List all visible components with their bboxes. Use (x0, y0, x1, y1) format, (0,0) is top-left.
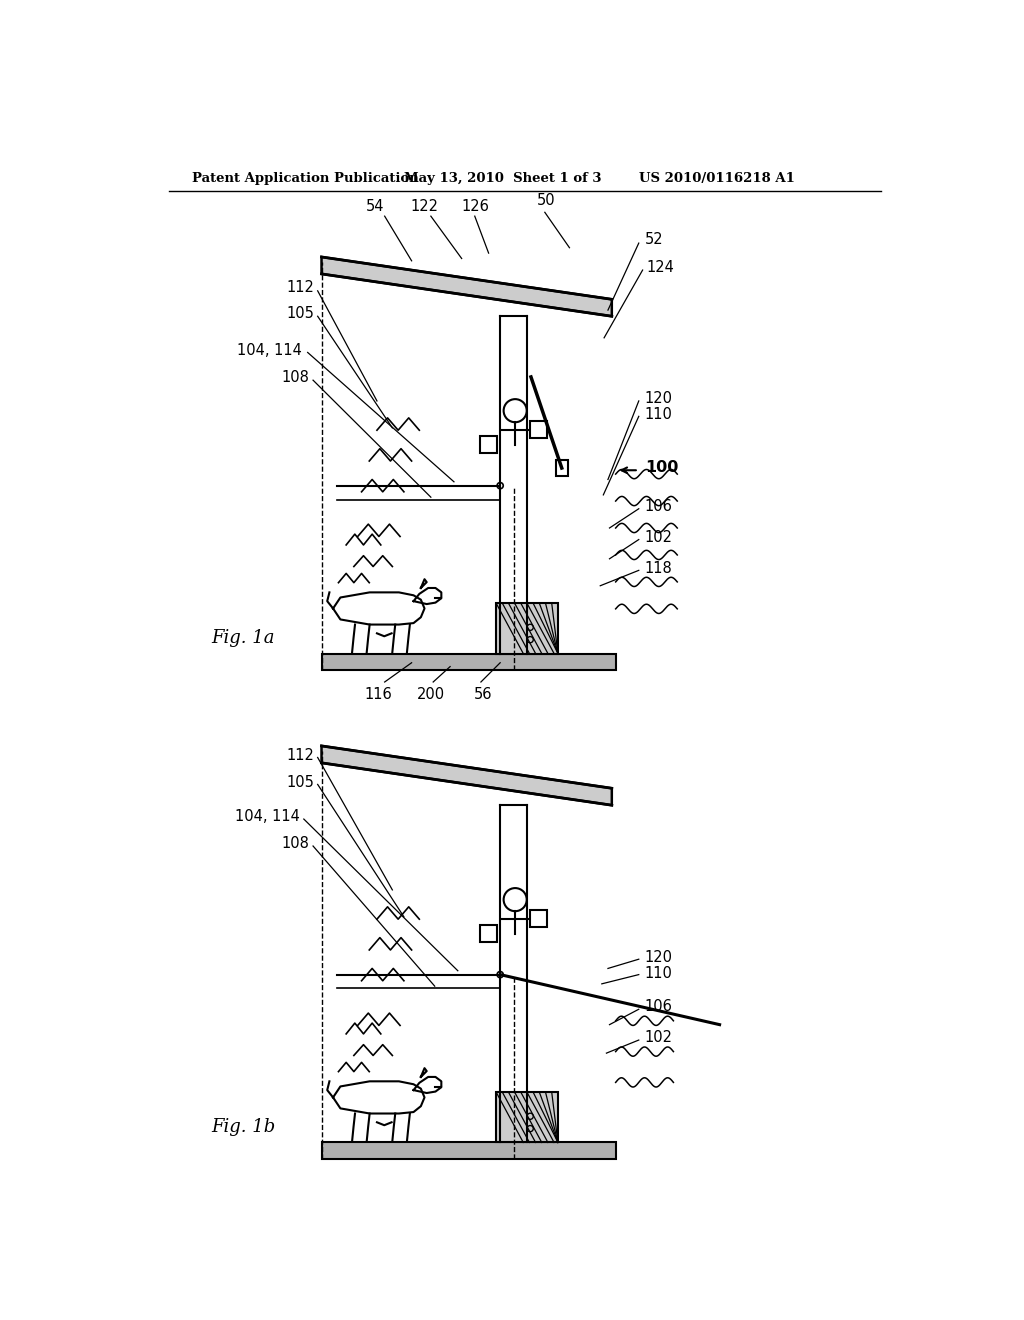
Text: 106: 106 (645, 499, 673, 513)
Bar (530, 909, 547, 927)
Text: 108: 108 (282, 836, 309, 851)
Text: 110: 110 (645, 407, 673, 421)
Text: 56: 56 (474, 688, 493, 702)
Text: 108: 108 (282, 371, 309, 385)
Text: 112: 112 (286, 280, 313, 296)
Polygon shape (322, 257, 611, 317)
Text: 100: 100 (645, 461, 678, 475)
Text: 104, 114: 104, 114 (236, 809, 300, 824)
Bar (480, 925, 497, 942)
Text: 50: 50 (537, 194, 556, 209)
Bar (497, 603, 558, 653)
Text: Patent Application Publication: Patent Application Publication (193, 173, 419, 185)
Text: 200: 200 (417, 688, 444, 702)
Text: Fig. 1b: Fig. 1b (211, 1118, 275, 1137)
Bar (480, 436, 497, 453)
Text: 120: 120 (645, 950, 673, 965)
Bar (497, 1093, 558, 1143)
Text: 122: 122 (411, 199, 438, 214)
Text: Fig. 1a: Fig. 1a (211, 630, 274, 647)
Text: 104, 114: 104, 114 (237, 343, 301, 359)
Text: 118: 118 (645, 561, 673, 576)
Text: 124: 124 (646, 260, 675, 276)
Text: 102: 102 (645, 529, 673, 545)
Text: 52: 52 (645, 232, 664, 247)
Text: 54: 54 (367, 199, 385, 214)
Bar (556, 461, 568, 475)
Text: 112: 112 (286, 747, 313, 763)
Text: 105: 105 (286, 306, 313, 322)
Bar (322, 1143, 615, 1159)
Text: 126: 126 (462, 199, 489, 214)
Text: 120: 120 (645, 391, 673, 407)
Text: 102: 102 (645, 1030, 673, 1045)
Text: US 2010/0116218 A1: US 2010/0116218 A1 (639, 173, 795, 185)
Text: May 13, 2010  Sheet 1 of 3: May 13, 2010 Sheet 1 of 3 (403, 173, 601, 185)
Text: 105: 105 (286, 775, 313, 789)
Text: 106: 106 (645, 999, 673, 1015)
Text: 110: 110 (645, 965, 673, 981)
Bar (322, 653, 615, 671)
Text: 116: 116 (365, 688, 392, 702)
Bar (530, 421, 547, 438)
Polygon shape (322, 746, 611, 805)
